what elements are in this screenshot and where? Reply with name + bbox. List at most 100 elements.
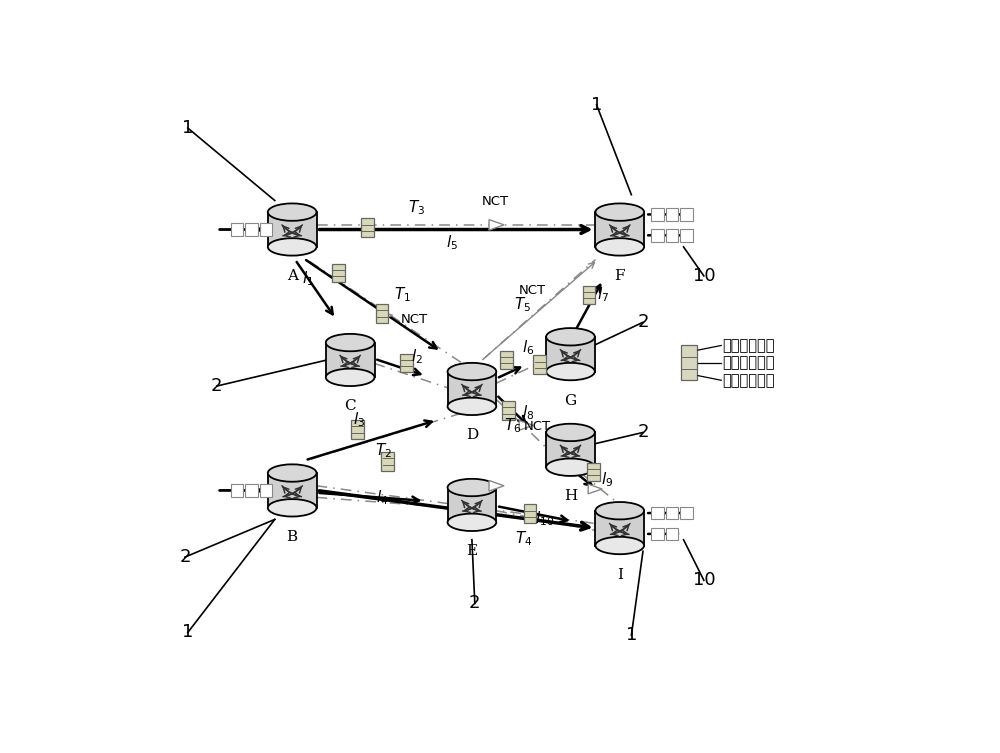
Bar	[680, 229, 693, 242]
Text: F: F	[615, 269, 625, 283]
Ellipse shape	[326, 369, 375, 386]
Text: 2: 2	[211, 377, 223, 395]
Polygon shape	[489, 480, 504, 491]
Text: $l_{4}$: $l_{4}$	[376, 488, 388, 507]
Bar	[546, 432, 595, 467]
Polygon shape	[489, 220, 504, 230]
Bar	[666, 507, 678, 520]
Text: $T_{2}$: $T_{2}$	[375, 442, 392, 460]
Text: 2: 2	[179, 548, 191, 566]
Bar	[448, 371, 496, 407]
Bar	[231, 484, 243, 497]
Bar	[500, 351, 513, 369]
Text: 10: 10	[693, 572, 715, 590]
Text: I: I	[617, 568, 623, 581]
Bar	[666, 528, 678, 541]
Bar	[666, 208, 678, 221]
Ellipse shape	[268, 203, 317, 221]
Text: A: A	[287, 269, 298, 283]
Bar	[260, 223, 272, 236]
Bar	[268, 473, 317, 508]
Text: NCT: NCT	[482, 195, 509, 208]
Text: $T_{4}$: $T_{4}$	[515, 530, 533, 548]
Bar	[533, 355, 546, 374]
Polygon shape	[519, 420, 533, 430]
Text: 1: 1	[591, 96, 602, 114]
Ellipse shape	[546, 459, 595, 476]
Bar	[680, 208, 693, 221]
Ellipse shape	[326, 334, 375, 352]
Text: $l_{1}$: $l_{1}$	[302, 270, 314, 288]
Bar	[400, 354, 413, 372]
Text: C: C	[344, 399, 356, 413]
Text: $l_{{10}}$: $l_{{10}}$	[535, 509, 554, 528]
Bar	[651, 208, 664, 221]
Bar	[681, 346, 697, 380]
Bar	[326, 343, 375, 377]
Bar	[680, 507, 693, 520]
Text: $T_{6}$: $T_{6}$	[504, 416, 522, 434]
Text: 2: 2	[469, 594, 481, 612]
Ellipse shape	[546, 328, 595, 346]
Text: NCT: NCT	[524, 420, 551, 433]
Bar	[231, 223, 243, 236]
Text: $l_{8}$: $l_{8}$	[522, 404, 534, 422]
Text: D: D	[466, 428, 478, 443]
Bar	[351, 420, 364, 439]
Text: 2: 2	[637, 423, 649, 441]
Text: 路由转发标记: 路由转发标记	[722, 338, 775, 353]
Text: 1: 1	[182, 119, 193, 137]
Ellipse shape	[448, 514, 496, 531]
Text: $T_{1}$: $T_{1}$	[394, 285, 411, 303]
Text: 10: 10	[693, 267, 715, 285]
Bar	[502, 401, 515, 419]
Bar	[587, 462, 600, 481]
Bar	[524, 505, 536, 523]
Bar	[245, 223, 258, 236]
Text: 网络编码标记: 网络编码标记	[722, 355, 775, 370]
Ellipse shape	[595, 203, 644, 221]
Text: $l_{2}$: $l_{2}$	[411, 348, 423, 367]
Bar	[583, 285, 595, 304]
Text: $l_{9}$: $l_{9}$	[601, 471, 613, 489]
Ellipse shape	[268, 238, 317, 255]
Polygon shape	[379, 310, 393, 320]
Bar	[595, 511, 644, 545]
Bar	[651, 528, 664, 541]
Ellipse shape	[268, 499, 317, 517]
Text: $T_{5}$: $T_{5}$	[514, 295, 531, 314]
Ellipse shape	[268, 465, 317, 482]
Ellipse shape	[595, 502, 644, 520]
Ellipse shape	[448, 363, 496, 380]
Ellipse shape	[546, 424, 595, 441]
Text: $l_{5}$: $l_{5}$	[446, 233, 458, 252]
Text: 1: 1	[182, 623, 193, 642]
Bar	[376, 304, 388, 323]
Text: G: G	[564, 394, 577, 407]
Text: $l_{6}$: $l_{6}$	[522, 338, 534, 357]
Polygon shape	[588, 484, 602, 494]
Bar	[651, 507, 664, 520]
Text: NCT: NCT	[400, 313, 427, 326]
Bar	[666, 229, 678, 242]
Ellipse shape	[448, 479, 496, 496]
Bar	[651, 229, 664, 242]
Text: $T_{3}$: $T_{3}$	[408, 198, 425, 217]
Text: B: B	[287, 530, 298, 544]
Bar	[332, 264, 345, 282]
Text: 2: 2	[637, 313, 649, 331]
Ellipse shape	[595, 537, 644, 554]
Ellipse shape	[546, 363, 595, 380]
Ellipse shape	[595, 238, 644, 255]
Text: H: H	[564, 489, 577, 503]
Bar	[361, 218, 374, 237]
Text: 网络编码分组: 网络编码分组	[722, 373, 775, 388]
Text: 1: 1	[626, 626, 637, 645]
Ellipse shape	[448, 398, 496, 415]
Text: $l_{7}$: $l_{7}$	[597, 285, 610, 303]
Bar	[381, 452, 394, 471]
Bar	[595, 212, 644, 247]
Text: E: E	[466, 544, 477, 559]
Text: $l_{3}$: $l_{3}$	[353, 410, 365, 429]
Bar	[260, 484, 272, 497]
